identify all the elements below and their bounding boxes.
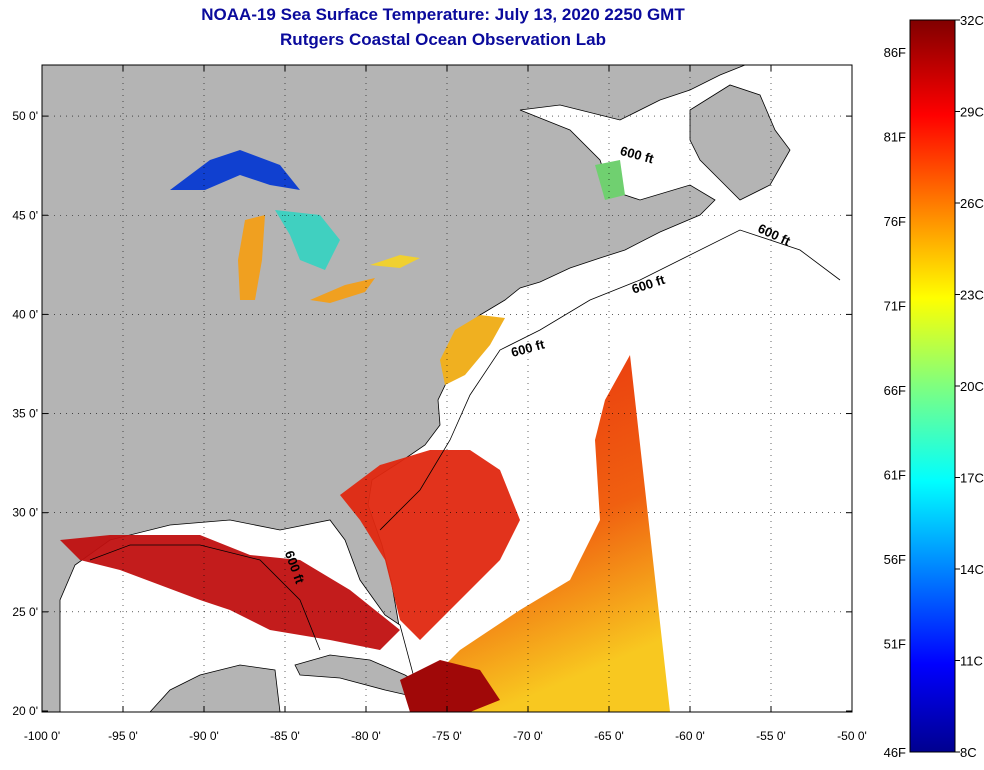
sst-east-swath — [420, 355, 670, 712]
fahrenheit-label: 51F — [884, 637, 906, 652]
lake-superior — [170, 150, 300, 190]
x-tick-label: -50 0' — [837, 729, 867, 743]
colorbar-labels: 32C 29C 26C 23C 20C 17C 14C 11C 8C 86F 81F 76F 71F 66… — [884, 13, 984, 760]
colorbar — [909, 19, 956, 753]
celsius-label: 20C — [960, 379, 984, 394]
x-tick-label: -100 0' — [24, 729, 60, 743]
celsius-label: 14C — [960, 562, 984, 577]
chart-subtitle: Rutgers Coastal Ocean Observation Lab — [280, 30, 606, 49]
x-tick-label: -75 0' — [432, 729, 462, 743]
x-tick-label: -65 0' — [594, 729, 624, 743]
yucatan — [149, 664, 281, 712]
lake-michigan — [238, 215, 265, 300]
newfoundland — [689, 84, 791, 201]
lake-huron — [275, 210, 340, 270]
x-tick-label: -90 0' — [189, 729, 219, 743]
celsius-label: 17C — [960, 471, 984, 486]
lake-erie — [310, 278, 375, 303]
x-tick-label: -70 0' — [513, 729, 543, 743]
celsius-label: 32C — [960, 13, 984, 28]
celsius-label: 29C — [960, 105, 984, 120]
x-tick-label: -85 0' — [270, 729, 300, 743]
fahrenheit-label: 61F — [884, 468, 906, 483]
y-tick-label: 35 0' — [12, 407, 38, 421]
x-tick-label: -95 0' — [108, 729, 138, 743]
map-area: 600 ft 600 ft 600 ft 600 ft 600 ft — [42, 65, 852, 712]
x-tick-label: -55 0' — [756, 729, 786, 743]
fahrenheit-label: 81F — [884, 130, 906, 145]
y-tick-label: 20 0' — [12, 704, 38, 718]
celsius-label: 8C — [960, 745, 977, 760]
celsius-label: 11C — [960, 654, 983, 669]
x-axis: -100 0' -95 0' -90 0' -85 0' -80 0' -75 0' -70… — [24, 65, 867, 743]
y-tick-label: 30 0' — [12, 506, 38, 520]
y-tick-label: 25 0' — [12, 605, 38, 619]
y-axis: 20 0' 25 0' 30 0' 35 0' 40 0' 45 0' 50 0' — [12, 109, 852, 718]
sst-southeast — [340, 450, 520, 640]
sst-gulf — [60, 535, 400, 650]
fahrenheit-label: 71F — [884, 299, 906, 314]
celsius-label: 23C — [960, 288, 984, 303]
sst-mid-atlantic — [440, 315, 505, 385]
x-tick-label: -60 0' — [675, 729, 705, 743]
celsius-label: 26C — [960, 196, 984, 211]
contour-600ft — [89, 229, 841, 651]
y-tick-label: 45 0' — [12, 208, 38, 222]
y-tick-label: 50 0' — [12, 109, 38, 123]
y-tick-label: 40 0' — [12, 307, 38, 321]
fahrenheit-label: 86F — [884, 45, 906, 60]
fahrenheit-label: 76F — [884, 214, 906, 229]
lake-ontario — [370, 255, 420, 268]
st-lawrence-sst — [595, 160, 625, 200]
fahrenheit-label: 46F — [884, 745, 906, 760]
fahrenheit-label: 56F — [884, 552, 906, 567]
x-tick-label: -80 0' — [351, 729, 381, 743]
sst-caribbean — [400, 660, 500, 712]
chart-title: NOAA-19 Sea Surface Temperature: July 13… — [201, 5, 685, 24]
fahrenheit-label: 66F — [884, 383, 906, 398]
